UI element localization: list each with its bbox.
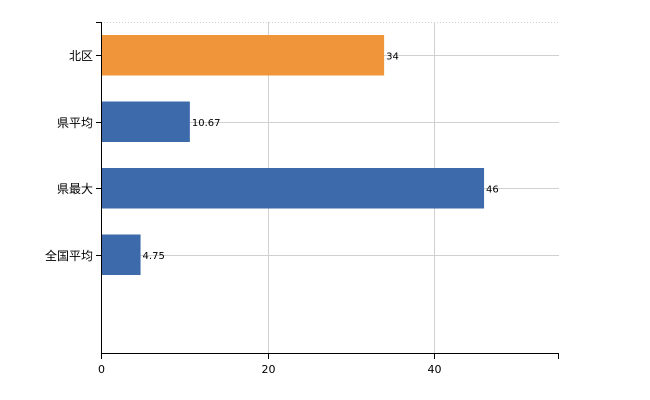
y-tick-label-0: 北区 <box>69 49 93 63</box>
bars-layer <box>102 35 485 275</box>
bar-0 <box>102 35 385 76</box>
x-tick-label-2: 40 <box>428 363 442 376</box>
x-tick-label-1: 20 <box>262 363 276 376</box>
x-tick-label-0: 0 <box>98 363 105 376</box>
axes-layer <box>96 22 559 359</box>
data-label-0: 34 <box>386 51 399 62</box>
data-label-2: 46 <box>486 184 499 195</box>
bar-1 <box>102 101 190 142</box>
y-tick-label-1: 県平均 <box>57 116 93 130</box>
data-label-3: 4.75 <box>143 251 165 262</box>
bar-2 <box>102 168 485 209</box>
y-tick-label-3: 全国平均 <box>45 248 93 263</box>
data-label-1: 10.67 <box>192 118 221 129</box>
bar-3 <box>102 234 141 275</box>
y-tick-label-2: 県最大 <box>57 182 93 196</box>
